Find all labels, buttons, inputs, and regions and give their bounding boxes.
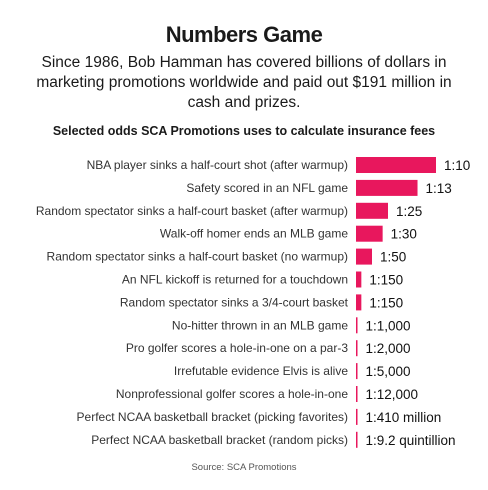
category-label: No-hitter thrown in an MLB game bbox=[172, 318, 348, 332]
value-label: 1:13 bbox=[426, 181, 452, 196]
bar bbox=[356, 408, 358, 425]
bar bbox=[356, 248, 372, 265]
value-label: 1:150 bbox=[369, 273, 403, 288]
value-label: 1:2,000 bbox=[366, 341, 411, 356]
category-label: Nonprofessional golfer scores a hole-in-… bbox=[116, 387, 348, 401]
bar bbox=[356, 317, 358, 334]
value-label: 1:9.2 quintillion bbox=[366, 433, 456, 448]
value-label: 1:50 bbox=[380, 250, 406, 265]
category-label: NBA player sinks a half-court shot (afte… bbox=[87, 158, 348, 172]
value-label: 1:5,000 bbox=[366, 364, 411, 379]
bar bbox=[356, 340, 358, 357]
bar bbox=[356, 157, 436, 173]
category-label: Random spectator sinks a half-court bask… bbox=[36, 204, 348, 218]
value-label: 1:150 bbox=[369, 295, 403, 310]
category-label: An NFL kickoff is returned for a touchdo… bbox=[122, 273, 348, 287]
bar bbox=[356, 386, 358, 402]
category-label: Walk-off homer ends an MLB game bbox=[160, 227, 348, 241]
value-label: 1:10 bbox=[444, 158, 470, 173]
bar bbox=[356, 294, 362, 311]
chart-subtitle: Since 1986, Bob Hamman has covered billi… bbox=[36, 54, 452, 111]
category-label: Safety scored in an NFL game bbox=[186, 181, 348, 195]
bar bbox=[356, 431, 358, 448]
category-label: Random spectator sinks a 3/4-court baske… bbox=[120, 295, 349, 309]
value-label: 1:12,000 bbox=[366, 387, 419, 402]
chart-title: Numbers Game bbox=[165, 22, 323, 47]
value-label: 1:1,000 bbox=[366, 318, 411, 333]
category-label: Perfect NCAA basketball bracket (picking… bbox=[77, 410, 348, 424]
chart-heading: Selected odds SCA Promotions uses to cal… bbox=[52, 124, 436, 138]
bar bbox=[356, 271, 362, 288]
bar bbox=[356, 225, 383, 242]
bar bbox=[356, 363, 358, 380]
category-label: Pro golfer scores a hole-in-one on a par… bbox=[126, 341, 348, 355]
value-label: 1:25 bbox=[396, 204, 422, 219]
category-label: Irrefutable evidence Elvis is alive bbox=[174, 364, 348, 378]
bar bbox=[356, 179, 418, 196]
value-label: 1:30 bbox=[391, 227, 417, 242]
category-label: Perfect NCAA basketball bracket (random … bbox=[91, 433, 348, 447]
category-label: Random spectator sinks a half-court bask… bbox=[47, 250, 348, 264]
bar bbox=[356, 202, 388, 219]
source-note: Source: SCA Promotions bbox=[191, 462, 297, 473]
value-label: 1:410 million bbox=[366, 410, 442, 425]
